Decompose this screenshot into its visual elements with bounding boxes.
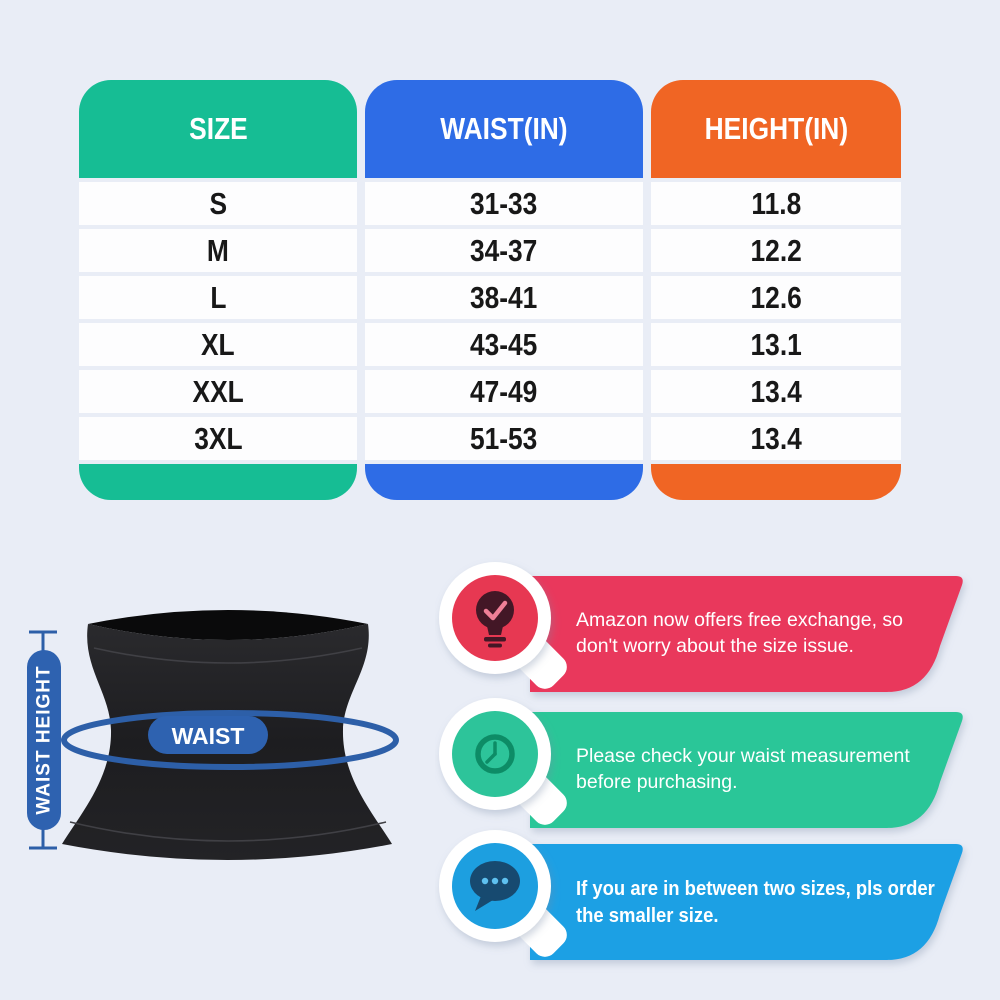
table-footer-bar <box>79 464 357 500</box>
callout-banner <box>530 712 963 828</box>
table-footer-bar <box>651 464 901 500</box>
waist-trainer-illustration: WAIST WAIST HEIGHT <box>8 572 440 892</box>
callout-text: Amazon now offers free exchange, so don'… <box>576 609 903 657</box>
belt-stitch-top <box>93 647 363 664</box>
table-cell-height: 12.6 <box>651 276 901 319</box>
size-column: SIZE S M L XL XXL 3XL <box>79 80 357 500</box>
column-header-label: HEIGHT(IN) <box>704 111 848 146</box>
table-cell-waist: 31-33 <box>365 182 643 225</box>
chat-dots-icon <box>470 861 520 911</box>
callout-check-measurement: Please check your waist measurement befo… <box>435 694 985 844</box>
callout-text: Please check your waist measurement befo… <box>576 745 910 793</box>
column-header-label: WAIST(IN) <box>440 111 568 146</box>
table-cell-waist: 51-53 <box>365 417 643 460</box>
waist-height-label: WAIST HEIGHT <box>34 665 55 814</box>
table-cell-height: 13.1 <box>651 323 901 366</box>
table-cell-size: XXL <box>79 370 357 413</box>
table-cell-height: 11.8 <box>651 182 901 225</box>
waist-measure-ellipse <box>61 710 399 770</box>
callout-text: If you are in between two sizes, pls ord… <box>576 876 935 927</box>
waist-column-header: WAIST(IN) <box>365 80 643 178</box>
callout-banner <box>530 576 963 692</box>
column-header-label: SIZE <box>188 111 248 146</box>
table-footer-bar <box>365 464 643 500</box>
table-cell-height: 13.4 <box>651 417 901 460</box>
table-cell-size: M <box>79 229 357 272</box>
waist-column: WAIST(IN) 31-33 34-37 38-41 43-45 47-49 … <box>365 80 643 500</box>
table-cell-size: L <box>79 276 357 319</box>
size-column-header: SIZE <box>79 80 357 178</box>
waist-label: WAIST <box>172 723 245 749</box>
table-cell-waist: 43-45 <box>365 323 643 366</box>
callout-between-sizes: If you are in between two sizes, pls ord… <box>435 826 985 976</box>
height-column: HEIGHT(IN) 11.8 12.2 12.6 13.1 13.4 13.4 <box>651 80 901 500</box>
table-cell-size: 3XL <box>79 417 357 460</box>
waist-height-pill <box>27 650 61 830</box>
table-cell-height: 13.4 <box>651 370 901 413</box>
table-cell-waist: 47-49 <box>365 370 643 413</box>
table-cell-waist: 34-37 <box>365 229 643 272</box>
belt-opening <box>88 610 368 640</box>
callout-free-exchange: Amazon now offers free exchange, so don'… <box>435 558 985 708</box>
size-chart-table: SIZE S M L XL XXL 3XL WAIST(IN) 31-33 34… <box>79 80 901 500</box>
belt-stitch-bottom <box>69 821 387 842</box>
height-column-header: HEIGHT(IN) <box>651 80 901 178</box>
callout-banner <box>530 844 963 960</box>
table-cell-size: XL <box>79 323 357 366</box>
lightbulb-check-icon <box>476 591 514 648</box>
table-cell-size: S <box>79 182 357 225</box>
waist-label-pill <box>148 716 268 754</box>
clock-icon <box>475 734 515 774</box>
table-cell-waist: 38-41 <box>365 276 643 319</box>
table-cell-height: 12.2 <box>651 229 901 272</box>
